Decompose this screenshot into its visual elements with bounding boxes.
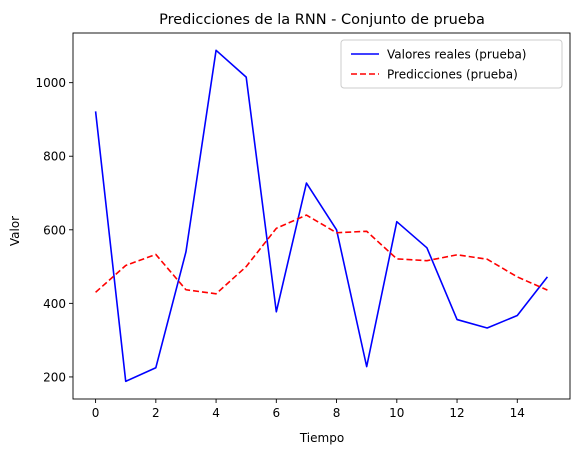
y-tick-label: 600 [43, 223, 66, 237]
legend: Valores reales (prueba) Predicciones (pru… [341, 40, 562, 88]
y-tick-label: 200 [43, 370, 66, 384]
legend-label: Predicciones (prueba) [387, 68, 518, 82]
x-tick-label: 12 [449, 406, 464, 420]
x-axis-label: Tiempo [299, 431, 344, 445]
y-tick-label: 400 [43, 297, 66, 311]
y-tick-label: 800 [43, 150, 66, 164]
x-tick-label: 4 [212, 406, 220, 420]
x-tick-label: 6 [272, 406, 280, 420]
x-tick-label: 14 [510, 406, 525, 420]
x-tick-label: 2 [152, 406, 160, 420]
x-tick-label: 10 [389, 406, 404, 420]
y-axis-label: Valor [8, 216, 22, 246]
chart-title: Predicciones de la RNN - Conjunto de pru… [159, 12, 485, 28]
x-tick-label: 8 [333, 406, 341, 420]
y-tick-label: 1000 [35, 76, 66, 90]
x-tick-label: 0 [92, 406, 100, 420]
legend-label: Valores reales (prueba) [387, 48, 527, 62]
